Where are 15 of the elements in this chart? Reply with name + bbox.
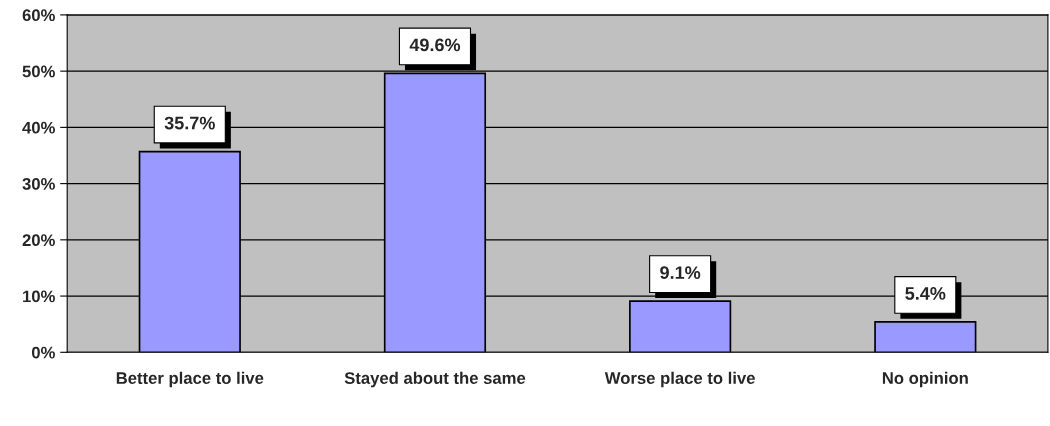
y-tick-label: 60% xyxy=(22,9,55,22)
x-tick-label: No opinion xyxy=(882,371,968,388)
y-tick-label: 50% xyxy=(22,65,55,78)
x-tick-label: Worse place to live xyxy=(604,371,755,388)
y-tick-label: 10% xyxy=(23,290,55,303)
y-tick-label: 30% xyxy=(22,178,55,190)
data-label: 49.6% xyxy=(409,38,461,52)
x-tick-label: Better place to live xyxy=(116,371,264,388)
y-tick-label: 0% xyxy=(31,346,55,359)
data-label: 9.1% xyxy=(660,266,701,280)
data-label: 35.7% xyxy=(164,116,215,130)
y-tick-label: 20% xyxy=(22,234,55,247)
x-tick-label: Stayed about the same xyxy=(344,371,526,388)
data-label: 5.4% xyxy=(905,287,946,300)
y-tick-label: 40% xyxy=(22,121,55,134)
